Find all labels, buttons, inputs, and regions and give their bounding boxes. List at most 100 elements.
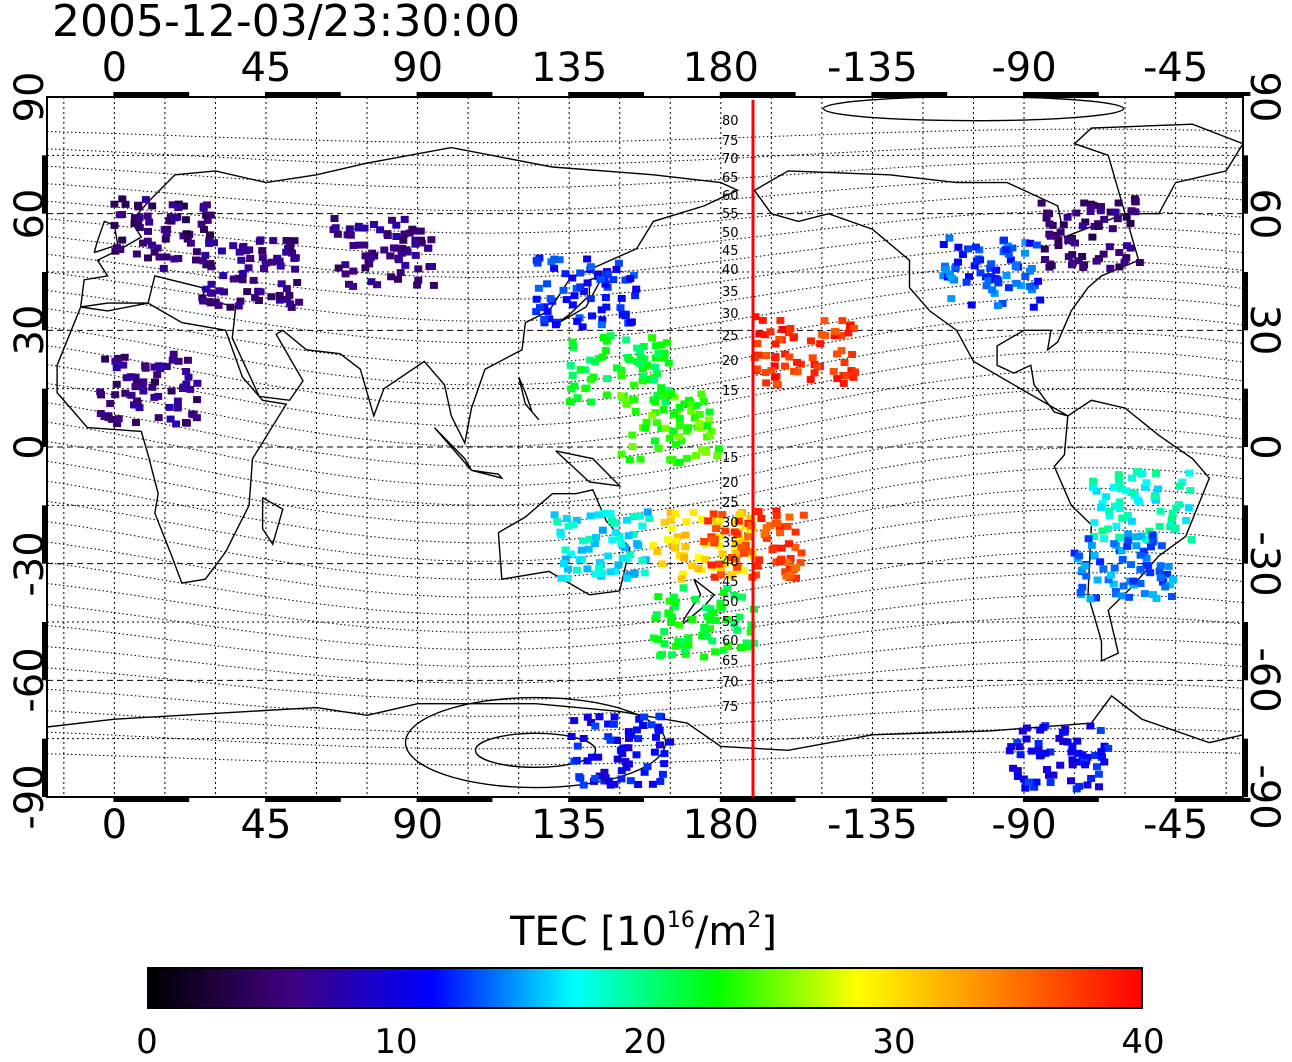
tec-cell	[791, 543, 800, 551]
tec-cell	[661, 424, 670, 432]
contour-label: 25	[722, 496, 739, 511]
tec-cell	[1120, 258, 1129, 266]
tec-cell	[750, 354, 759, 362]
tec-cell	[681, 650, 690, 658]
tec-cell	[1071, 239, 1079, 247]
tec-cell	[681, 531, 690, 539]
tec-cell	[393, 244, 401, 252]
tec-cell	[701, 555, 709, 563]
border-band	[416, 798, 493, 802]
tec-cell	[603, 270, 612, 278]
tec-cell	[540, 315, 549, 323]
tec-cell	[705, 408, 714, 416]
tec-cell	[206, 260, 215, 268]
tec-cell	[972, 243, 980, 251]
tec-cell	[654, 593, 663, 601]
tec-cell	[735, 534, 743, 542]
tec-cell	[1078, 583, 1087, 591]
tec-cell	[741, 542, 750, 550]
tec-cell	[1063, 738, 1072, 746]
tec-cell	[630, 381, 639, 389]
tec-cell	[784, 540, 793, 548]
tec-cell	[600, 275, 609, 283]
tec-cell	[199, 257, 208, 265]
tec-cell	[132, 250, 141, 258]
tec-cell	[630, 396, 639, 403]
tec-cell	[784, 329, 793, 337]
tec-cell	[703, 632, 712, 640]
border-band	[1244, 272, 1248, 331]
tec-cell	[127, 391, 136, 399]
tec-cell	[608, 536, 617, 544]
tec-cell	[131, 401, 140, 409]
tec-cell	[172, 420, 181, 428]
tec-cell	[1027, 265, 1036, 272]
tec-cell	[703, 422, 712, 430]
tec-cell	[635, 512, 644, 520]
tec-cell	[598, 316, 607, 324]
tec-cell	[616, 304, 625, 312]
tec-cell	[674, 637, 683, 645]
tec-cell	[206, 231, 214, 239]
tec-cell	[588, 753, 596, 761]
plot-frame	[46, 96, 1244, 798]
tec-cell	[1021, 249, 1029, 257]
tec-cell	[830, 332, 839, 340]
tec-cell	[595, 564, 604, 572]
tec-cell	[413, 281, 422, 289]
tec-cell	[401, 261, 410, 269]
tec-cell	[718, 511, 727, 519]
tec-cell	[613, 737, 621, 744]
tec-cell	[778, 326, 787, 333]
tec-cell	[1142, 554, 1151, 562]
tec-cell	[793, 358, 802, 366]
tec-cell	[1156, 562, 1165, 570]
tec-cell	[762, 534, 771, 542]
tec-cell	[781, 362, 789, 370]
tec-cell	[796, 559, 805, 567]
tec-cell	[1045, 771, 1053, 779]
tec-cell	[383, 230, 392, 238]
tec-cell	[1006, 256, 1015, 264]
tec-cell	[181, 216, 190, 224]
tec-cell	[1092, 594, 1100, 602]
tec-cell	[760, 530, 769, 538]
tec-cell	[1016, 751, 1025, 759]
tec-cell	[676, 552, 685, 559]
tec-cell	[1086, 203, 1095, 210]
tec-cell	[772, 512, 781, 519]
tec-cell	[113, 244, 121, 252]
tec-cell	[532, 295, 541, 303]
tec-cell	[139, 378, 148, 386]
tec-cell	[141, 362, 150, 370]
tec-cell	[235, 248, 244, 256]
tec-cell	[615, 533, 624, 541]
tec-cell	[1068, 761, 1077, 769]
tec-cell	[678, 637, 687, 645]
contour-label: 55	[722, 207, 739, 222]
tec-cell	[1086, 208, 1095, 215]
tec-cell	[710, 573, 719, 581]
tec-cell	[293, 279, 302, 286]
tec-cell	[700, 538, 709, 545]
tec-cell	[561, 546, 570, 554]
tec-cell	[376, 226, 385, 234]
tec-cell	[1117, 485, 1126, 493]
tec-cell	[585, 535, 594, 543]
tec-cell	[1068, 259, 1077, 267]
tec-cell	[668, 613, 676, 621]
tec-cell	[606, 568, 615, 576]
tec-cell	[680, 400, 689, 408]
tec-cell	[598, 526, 607, 534]
border-band	[871, 798, 948, 802]
tec-cell	[704, 416, 713, 424]
tec-cell	[987, 272, 996, 280]
tec-cell	[1109, 483, 1118, 491]
tec-cell	[156, 365, 165, 373]
tec-cell	[1122, 254, 1131, 262]
tec-cell	[536, 304, 544, 312]
tec-cell	[616, 746, 625, 754]
tec-cell	[534, 284, 543, 292]
contour-label: 75	[722, 700, 739, 715]
tec-cell	[579, 781, 588, 789]
